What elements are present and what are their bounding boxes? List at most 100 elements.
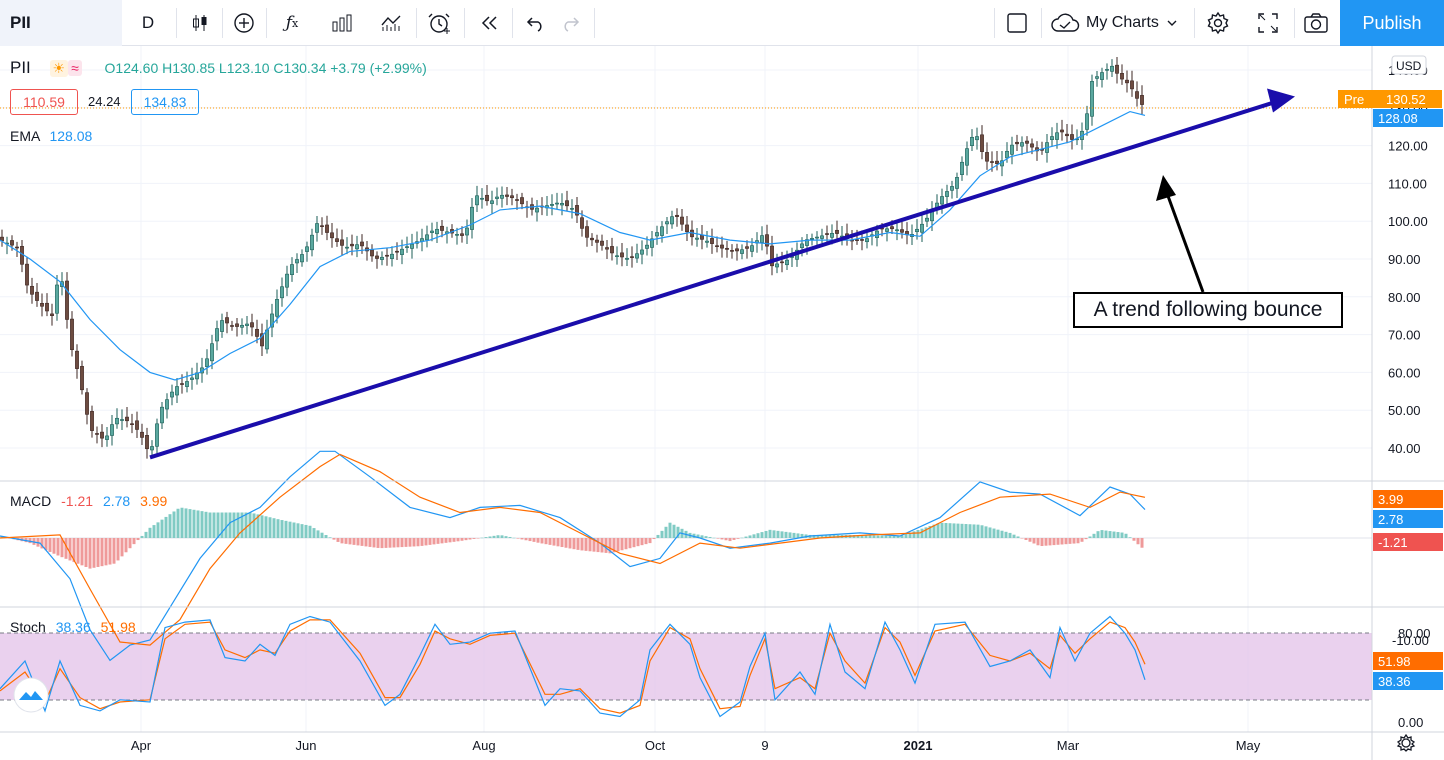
annotation-arrowhead [1156, 175, 1176, 201]
macd-hist-bar [632, 538, 636, 548]
candle-body [760, 235, 764, 243]
candle-body [575, 205, 579, 216]
macd-legend[interactable]: MACD -1.21 2.78 3.99 [10, 493, 167, 509]
candle-body [1140, 95, 1144, 105]
toolbar-divider [594, 8, 595, 38]
candle-body [665, 221, 669, 225]
candle-body [325, 224, 329, 233]
time-axis-settings-gear-icon[interactable] [1396, 733, 1416, 752]
candle-body [45, 302, 49, 312]
macd-hist-bar [1024, 538, 1028, 540]
candle-body [775, 263, 779, 268]
candle-body [1120, 73, 1124, 80]
templates-icon[interactable] [324, 0, 360, 46]
candle-body [1065, 133, 1069, 137]
bid-price-box[interactable]: 110.59 [10, 89, 78, 115]
candle-body [100, 431, 104, 439]
layout-square-icon[interactable] [999, 0, 1035, 46]
interval-label: D [141, 13, 155, 32]
sun-icon[interactable]: ☀ [49, 60, 69, 77]
macd-hist-bar [1016, 536, 1020, 538]
compare-plus-icon[interactable] [226, 0, 262, 46]
candle-body [30, 285, 34, 295]
macd-hist-bar [1060, 538, 1064, 545]
macd-hist-bar [1128, 537, 1132, 538]
macd-hist-bar [192, 509, 196, 538]
macd-hist-bar [380, 538, 384, 549]
fullscreen-icon[interactable] [1250, 0, 1286, 46]
camera-snapshot-icon[interactable] [1298, 0, 1334, 46]
macd-hist-bar [80, 538, 84, 566]
macd-hist-bar [868, 535, 872, 538]
symbol-search[interactable]: PII [0, 0, 122, 46]
bar-replay-chart-icon[interactable] [374, 0, 410, 46]
candle-body [815, 236, 819, 239]
macd-hist-bar [560, 538, 564, 548]
macd-hist-bar [760, 532, 764, 538]
candle-body [345, 246, 349, 249]
macd-hist-bar [152, 525, 156, 538]
macd-hist-bar [488, 536, 492, 538]
candle-body [1030, 143, 1034, 148]
alert-clock-icon[interactable] [422, 0, 458, 46]
ask-price-box[interactable]: 134.83 [131, 89, 199, 115]
tradingview-logo[interactable] [13, 677, 49, 713]
candle-body [595, 239, 599, 243]
macd-hist-bar [536, 538, 540, 543]
macd-hist-bar [144, 531, 148, 538]
macd-hist-bar [336, 538, 340, 542]
price-axis[interactable]: 140.00130.00120.00110.00100.0090.0080.00… [1388, 55, 1431, 730]
macd-hist-bar [208, 512, 212, 538]
candle-body [260, 333, 264, 347]
currency-badge[interactable]: USD [1391, 55, 1427, 75]
macd-hist-bar [436, 538, 440, 544]
macd-hist-bar [1052, 538, 1056, 546]
wave-icon[interactable]: ≈ [68, 60, 82, 76]
macd-hist-bar [972, 524, 976, 538]
candle-style-icon[interactable] [182, 0, 218, 46]
candle-body [400, 248, 404, 255]
candle-body [155, 423, 159, 447]
candle-body [1110, 65, 1114, 72]
annotation-callout[interactable]: A trend following bounce [1073, 292, 1343, 328]
candle-body [35, 291, 39, 301]
time-tick-label: 9 [761, 738, 768, 753]
candle-body [1100, 72, 1104, 80]
macd-hist-bar [100, 538, 104, 567]
macd-hist-bar [872, 535, 876, 538]
macd-hist-bar [712, 537, 716, 539]
publish-button[interactable]: Publish [1340, 0, 1444, 46]
candle-body [410, 243, 414, 249]
ask-value: 134.83 [143, 94, 187, 110]
macd-hist-bar [480, 537, 484, 539]
macd-hist-bar [612, 538, 616, 553]
macd-hist-bar [452, 538, 456, 542]
interval-button[interactable]: D [130, 0, 166, 46]
candle-body [350, 243, 354, 247]
macd-hist-bar [1064, 538, 1068, 545]
macd-hist-bar [588, 538, 592, 552]
candle-body [40, 303, 44, 307]
replay-rewind-icon[interactable] [472, 0, 508, 46]
macd-hist-bar [188, 509, 192, 538]
macd-hist-bar [252, 513, 256, 538]
chart-area[interactable]: 140.00130.00120.00110.00100.0090.0080.00… [0, 46, 1444, 760]
undo-icon[interactable] [518, 0, 554, 46]
candle-body [710, 238, 714, 244]
stoch-legend[interactable]: Stoch 38.36 51.98 [10, 619, 136, 635]
candle-body [675, 214, 679, 217]
ema-legend[interactable]: EMA 128.08 [10, 128, 92, 144]
macd-hist-bar [400, 538, 404, 548]
candle-body [1135, 91, 1139, 99]
settings-gear-icon[interactable] [1200, 0, 1236, 46]
redo-icon[interactable] [552, 0, 588, 46]
macd-hist-bar [168, 514, 172, 538]
macd-hist-bar [140, 535, 144, 538]
my-charts-button[interactable]: My Charts [1050, 0, 1179, 46]
macd-hist-bar [664, 526, 668, 538]
macd-hist-bar [472, 538, 476, 539]
macd-hist-bar [360, 538, 364, 546]
time-axis[interactable]: Apr Jun Aug Oct 9 2021 Mar May [131, 738, 1261, 753]
candle-body [735, 248, 739, 252]
